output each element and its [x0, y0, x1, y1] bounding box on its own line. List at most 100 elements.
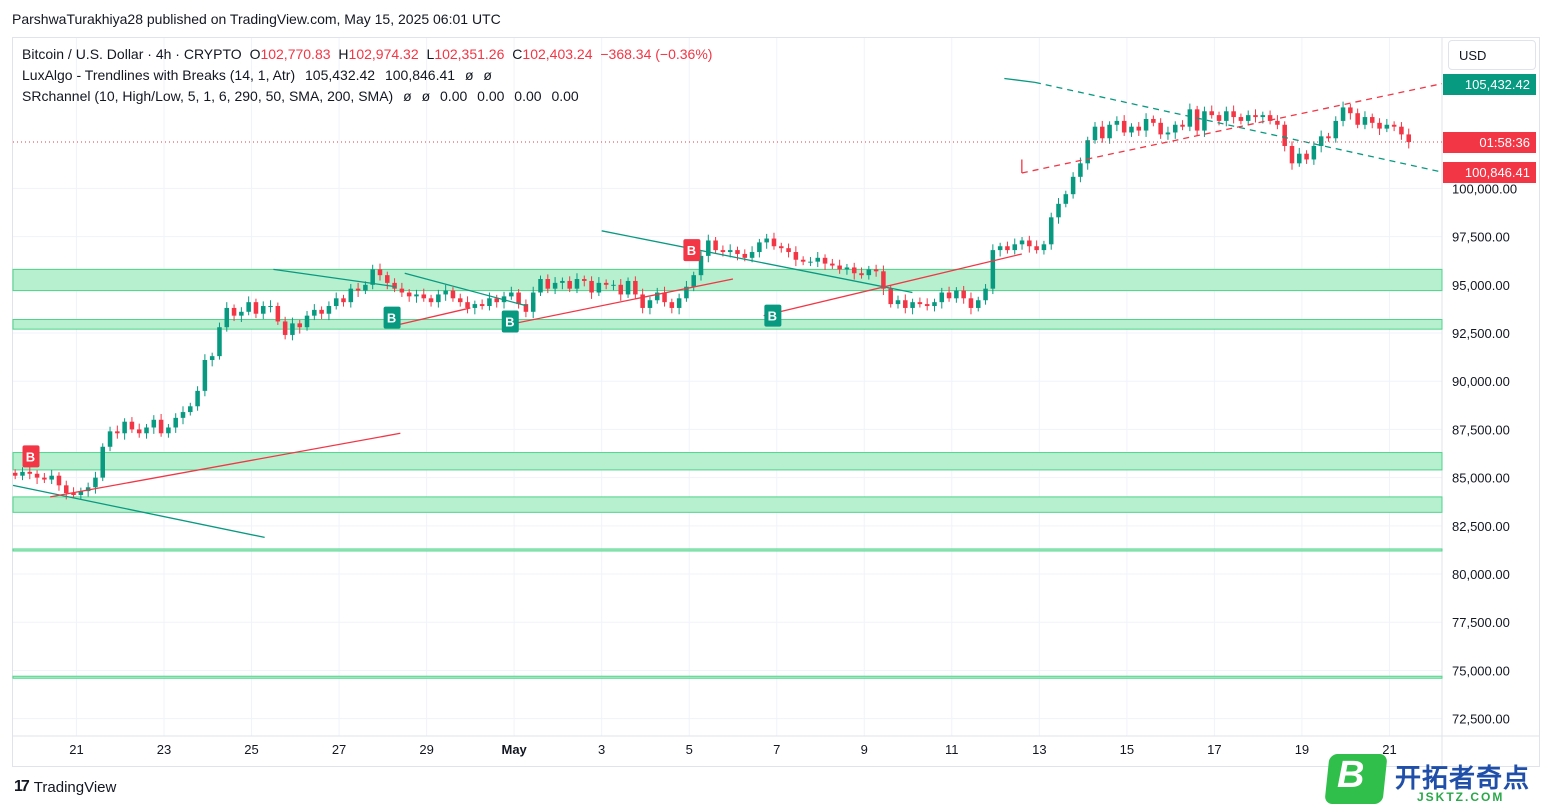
candle-body: [1333, 120, 1339, 139]
candle-body: [246, 302, 251, 312]
candle-body: [399, 288, 405, 293]
candle-body: [27, 471, 33, 474]
candle-body: [975, 300, 981, 308]
candle-body: [1245, 115, 1251, 121]
candle-body: [749, 252, 755, 258]
candle-body: [611, 284, 616, 286]
publisher-line: ParshwaTurakhiya28 published on TradingV…: [12, 11, 501, 27]
candle-body: [1209, 111, 1214, 116]
candle-body: [56, 475, 62, 486]
break-label-badge: [501, 310, 519, 333]
candle-body: [312, 309, 317, 316]
candle-body: [932, 302, 937, 307]
tradingview-logo[interactable]: 17 TradingView: [14, 778, 116, 796]
candle-body: [851, 267, 857, 274]
candle-body: [742, 253, 748, 258]
srchannel-value-2: 0.00: [477, 88, 505, 104]
candle-body: [640, 294, 645, 308]
open-label: O: [249, 46, 261, 62]
candle-body: [844, 267, 850, 270]
price-tick-label: 87,500.00: [1452, 422, 1510, 437]
indicator-upper-value: 105,432.42: [305, 67, 376, 83]
watermark-domain-text: JSKTZ.COM: [1417, 790, 1505, 804]
candle-body: [1063, 194, 1069, 204]
candle-body: [808, 261, 813, 263]
bar-countdown-tag: 01:58:36: [1443, 132, 1536, 154]
time-tick-label: 17: [1207, 742, 1221, 757]
change-value: −368.34 (−0.36%): [600, 46, 713, 62]
indicator-name-srchannel[interactable]: SRchannel (10, High/Low, 5, 1, 6, 290, 5…: [22, 88, 394, 104]
candle-body: [487, 298, 492, 307]
candle-body: [1107, 124, 1112, 139]
candle-body: [166, 427, 171, 434]
candle-body: [859, 273, 864, 276]
support-trendline: [50, 432, 401, 498]
candle-body: [1326, 136, 1331, 139]
currency-selector[interactable]: USD: [1448, 40, 1536, 70]
support-trendline: [763, 253, 1022, 317]
time-tick-label: 3: [598, 742, 605, 757]
candle-body: [530, 292, 536, 312]
candle-body: [115, 431, 120, 434]
candle-body: [1019, 240, 1025, 245]
candle-body: [924, 304, 930, 307]
candle-body: [1012, 244, 1018, 251]
candle-body: [1275, 120, 1280, 125]
candle-body: [363, 284, 368, 291]
candle-body: [472, 304, 478, 308]
candle-body: [1399, 126, 1404, 135]
candle-body: [662, 292, 667, 303]
lower-trendline-price-tag: 100,846.41: [1443, 162, 1536, 184]
price-tick-label: 82,500.00: [1452, 519, 1510, 534]
candle-body: [1216, 115, 1222, 121]
time-tick-label: 29: [419, 742, 433, 757]
candle-body: [1085, 140, 1090, 164]
candle-body: [830, 263, 835, 266]
candle-body: [275, 306, 281, 322]
candle-body: [603, 282, 609, 285]
candle-body: [12, 472, 18, 476]
candle-body: [355, 288, 361, 291]
candle-body: [107, 431, 113, 447]
break-label-badge: [22, 445, 40, 468]
candle-body: [800, 259, 806, 262]
break-label-text: B: [768, 309, 777, 324]
candle-body: [1318, 136, 1324, 146]
candle-body: [1070, 176, 1076, 195]
candle-body: [100, 446, 106, 478]
srchannel-value-4: 0.00: [551, 88, 579, 104]
support-trendline: [1021, 83, 1443, 174]
candle-body: [1311, 145, 1317, 160]
watermark-badge-letter: B: [1337, 754, 1365, 796]
candle-body: [1158, 122, 1163, 135]
candle-body: [180, 412, 186, 418]
candle-body: [494, 298, 499, 303]
sr-zone: [12, 548, 1443, 552]
time-tick-label: 7: [773, 742, 780, 757]
candle-body: [727, 250, 733, 253]
candle-body: [713, 240, 718, 251]
low-label: L: [426, 46, 435, 62]
candle-body: [1348, 107, 1353, 114]
candle-body: [1143, 118, 1149, 131]
chart-frame: [12, 37, 1540, 767]
candle-body: [1260, 115, 1266, 118]
candle-body: [297, 323, 302, 328]
price-tick-label: 95,000.00: [1452, 278, 1510, 293]
candle-body: [706, 240, 711, 256]
candle-body: [895, 300, 901, 305]
chart-legend: Bitcoin / U.S. Dollar · 4h · CRYPTO O102…: [22, 44, 712, 107]
sr-zone: [12, 496, 1443, 513]
candle-body: [618, 284, 624, 295]
time-tick-label: 21: [1382, 742, 1396, 757]
resistance-trendline: [1034, 81, 1443, 173]
support-trendline: [505, 278, 734, 326]
candle-body: [961, 290, 966, 299]
symbol-name[interactable]: Bitcoin / U.S. Dollar · 4h · CRYPTO: [22, 46, 242, 62]
indicator-row-srchannel: SRchannel (10, High/Low, 5, 1, 6, 290, 5…: [22, 86, 712, 107]
candle-body: [757, 242, 762, 253]
candle-body: [457, 298, 463, 303]
time-tick-label: 11: [945, 742, 959, 757]
indicator-name-trendlines[interactable]: LuxAlgo - Trendlines with Breaks (14, 1,…: [22, 67, 296, 83]
